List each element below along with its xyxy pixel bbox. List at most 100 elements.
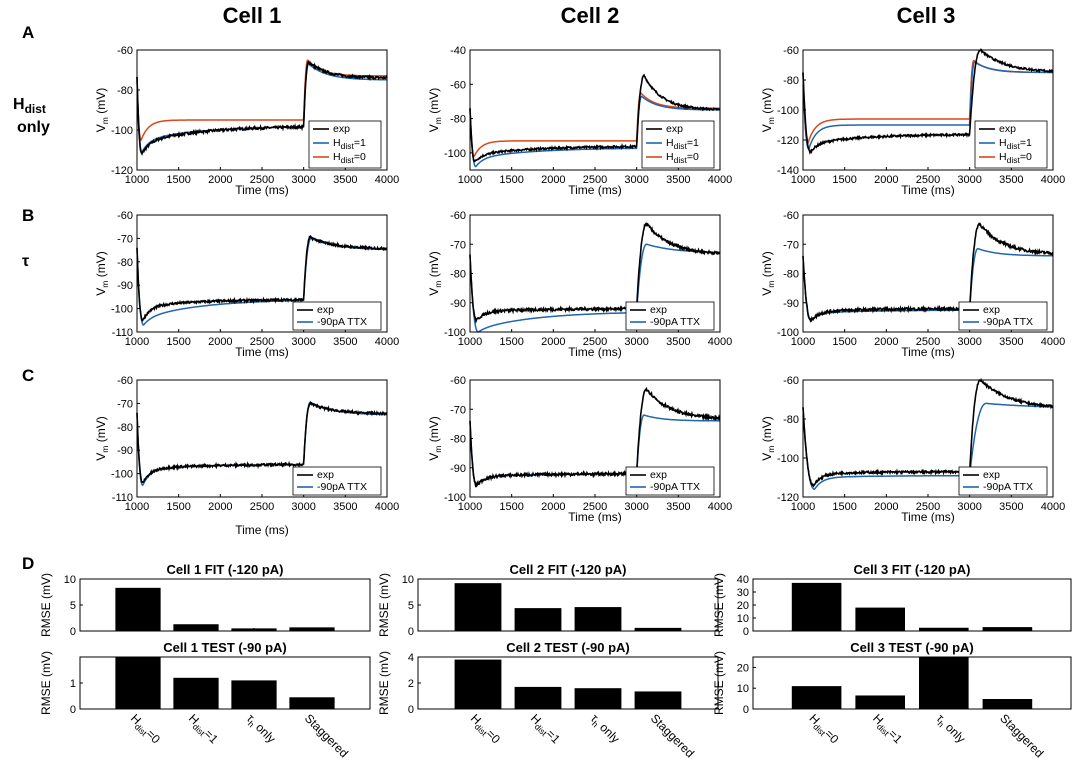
y-tick-label: -70 [783,239,799,251]
y-tick-label: 30 [737,587,749,599]
x-tick-label: 3000 [957,501,981,513]
column-title-cell-2: Cell 2 [561,3,620,28]
y-tick-label: -100 [777,327,799,339]
x-tick-label: 1000 [791,501,815,513]
x-tick-label: 2500 [250,174,274,186]
bar-3 [574,688,622,709]
bar-3 [574,607,622,631]
x-tick-label: 4000 [1041,501,1065,513]
x-tick-label: 1000 [458,336,482,348]
x-tick-label: 1500 [499,174,523,186]
y-axis-label-part-2: (mV) [427,251,441,280]
x-axis-label: Time (ms) [568,345,622,359]
legend-entry-1-part-1: dist [1007,141,1021,151]
y-tick-label: -90 [450,463,466,475]
legend-entry-0: exp [650,469,667,481]
y-tick-label: -70 [117,233,133,245]
panel-letter-b: B [22,206,34,225]
bar-title: Cell 1 TEST (-90 pA) [163,640,287,655]
y-axis-label: Vm (mV) [427,416,443,460]
y-tick-label: -90 [117,445,133,457]
y-tick-label: -90 [450,298,466,310]
legend-entry-1: -90pA TTX [650,481,700,493]
x-tick-label: 2000 [208,336,232,348]
legend-entry-1-part-2: =1 [1020,137,1032,149]
trace-exp [469,222,721,324]
bar-category-label-4: Staggered [302,711,351,760]
y-axis-label-part-0: V [94,453,108,461]
x-tick-label: 3000 [957,174,981,186]
bar-2 [173,624,219,631]
x-tick-label: 3500 [999,501,1023,513]
y-tick-label: -60 [117,45,133,57]
y-axis-label: Vm (mV) [94,251,110,295]
legend-entry-1-part-2: =1 [687,137,699,149]
bar-1 [115,587,161,631]
bar-1 [791,582,842,631]
trace-hdist-1 [469,95,720,168]
y-axis-label-part-2: (mV) [94,416,108,445]
y-tick-label: -70 [117,398,133,410]
bar-title: Cell 2 FIT (-120 pA) [509,562,626,577]
y-tick-label: -60 [783,45,799,57]
x-tick-label: 4000 [708,501,732,513]
x-tick-label: 4000 [1041,174,1065,186]
x-tick-label: 2500 [250,336,274,348]
x-tick-label: 1000 [791,336,815,348]
x-axis-label: Time (ms) [235,183,289,197]
trace-hdist-1 [802,61,1053,150]
y-axis-label-part-2: (mV) [94,251,108,280]
column-title-cell-1: Cell 1 [223,3,282,28]
x-tick-label: 3500 [999,174,1023,186]
line-plot-a-3: 1000 1500 2000 2500 3000 3500 4000 -140 -120 -100… [760,45,1065,197]
legend-box [292,301,382,331]
y-axis-label-part-2: (mV) [427,88,441,117]
y-tick-label: 2 [408,678,414,690]
y-axis-label-part-1: m [100,446,110,453]
y-axis-label-part-2: (mV) [94,88,108,117]
y-tick-label: 10 [402,574,414,586]
x-tick-label: 1500 [499,336,523,348]
x-tick-label: 2000 [541,336,565,348]
y-tick-label: 4 [408,652,414,664]
legend-entry-0: exp [983,304,1000,316]
bar-plot-fit-cell-1: 0 5 10 Cell 1 FIT (-120 pA) RMSE (mV) [39,562,371,638]
x-tick-label: 2000 [541,174,565,186]
y-tick-label: 20 [737,662,749,674]
panel-letter-d: D [22,554,34,573]
bar-3 [918,657,969,709]
line-plot-b-1: 1000 1500 2000 2500 3000 3500 4000 -110 -100 -90 -… [94,210,399,359]
x-tick-label: 2500 [916,336,940,348]
legend-box [625,466,715,496]
x-axis-label: Time (ms) [901,510,955,524]
y-axis-label-part-1: m [433,281,443,288]
legend-entry-1-part-0: H [666,137,674,149]
x-tick-label: 3000 [291,501,315,513]
x-tick-label: 3500 [333,174,357,186]
y-tick-label: -100 [111,304,133,316]
y-tick-label: -80 [450,434,466,446]
bar-plot-test-cell-3: 0 10 20 Cell 3 TEST (-90 pA) RMSE (mV) Hdist=… [712,640,1072,760]
y-tick-label: -100 [444,148,466,160]
x-tick-label: 3500 [666,501,690,513]
legend-entry-2: Hdist=0 [999,151,1032,165]
x-tick-label: 3000 [957,336,981,348]
x-tick-label: 1500 [166,501,190,513]
x-tick-label: 1000 [125,336,149,348]
legend-entry-0: exp [999,123,1016,135]
y-tick-label: 5 [70,600,76,612]
x-tick-label: 2000 [208,174,232,186]
x-tick-label: 3500 [666,336,690,348]
bar-3 [231,680,277,709]
trace-exp [136,60,388,156]
x-tick-label: 1000 [125,174,149,186]
y-axis-label: Vm (mV) [427,251,443,295]
legend-entry-2: Hdist=0 [333,151,366,165]
x-tick-label: 4000 [1041,336,1065,348]
y-tick-label: -100 [444,492,466,504]
y-tick-label: 0 [70,626,76,638]
x-tick-label: 3000 [291,174,315,186]
y-tick-label: 40 [737,574,749,586]
trace-exp [136,234,388,322]
